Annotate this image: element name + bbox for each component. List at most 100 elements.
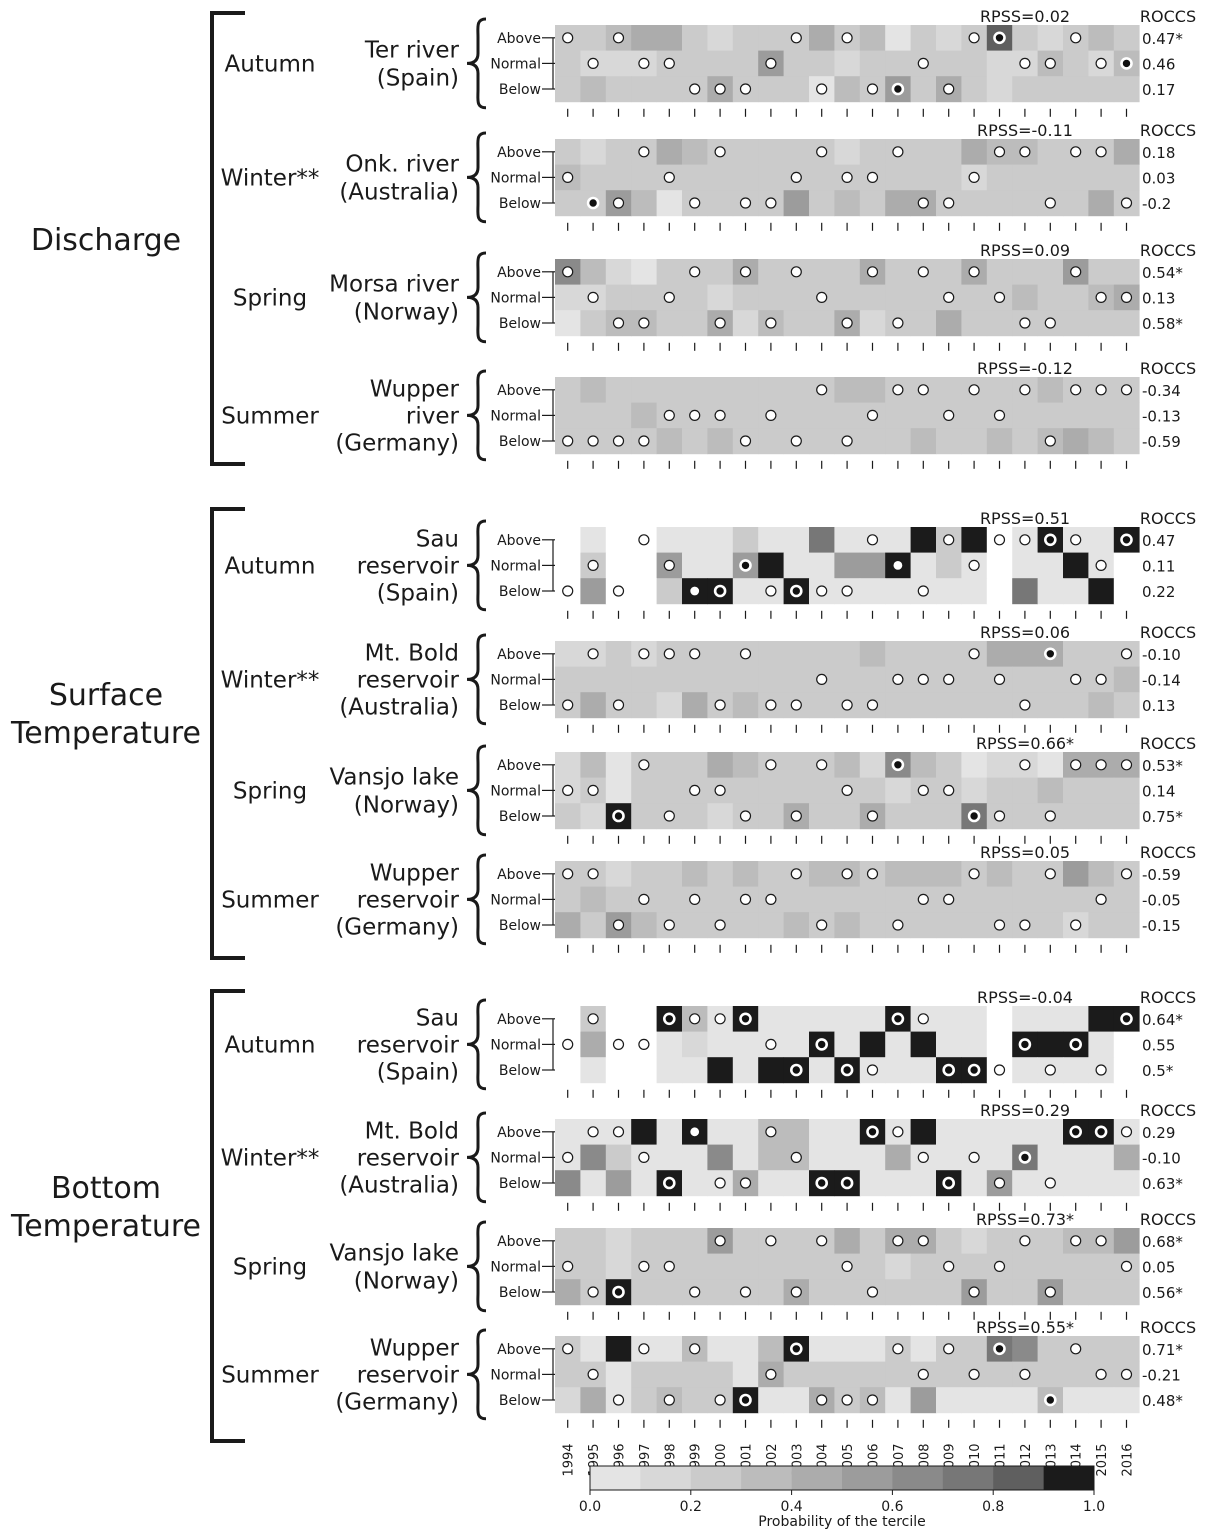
heatmap-cell <box>682 666 708 693</box>
heatmap-cell <box>961 284 988 311</box>
colorbar: 0.0 0.2 0.4 0.6 0.8 1.0 Probability of the ter… <box>579 1465 1105 1530</box>
observed-tercile-marker <box>1070 1235 1082 1247</box>
site-label: Wupper <box>370 1335 460 1361</box>
observed-tercile-marker <box>866 266 879 278</box>
observed-tercile-marker <box>689 1013 701 1025</box>
heatmap-cell <box>1037 1144 1064 1171</box>
heatmap-cell <box>783 1387 810 1414</box>
panel-brace <box>466 1328 487 1421</box>
heatmap-cell <box>1012 1006 1038 1032</box>
heatmap-cell <box>1088 578 1115 605</box>
colorbar-tick-label: 0.6 <box>881 1499 903 1515</box>
observed-tercile-marker <box>1095 1064 1107 1076</box>
heatmap-cell <box>783 1031 810 1058</box>
observed-tercile-marker <box>892 1235 904 1247</box>
observed-tercile-marker <box>1070 919 1082 931</box>
heatmap-cell <box>555 1228 581 1254</box>
site-label: Ter river <box>364 37 460 63</box>
observed-tercile-marker <box>714 699 726 711</box>
heatmap-cell <box>580 527 607 553</box>
heatmap-cell <box>631 76 657 103</box>
season-label: Spring <box>233 285 307 311</box>
heatmap-cell <box>631 1279 657 1306</box>
heatmap-cell <box>580 1057 607 1084</box>
observed-tercile-marker <box>841 1394 853 1406</box>
observed-tercile-marker <box>1069 1038 1082 1051</box>
panel: Spring Vansjo lake(Norway) Above Normal Belo… <box>233 1210 1196 1320</box>
observed-tercile-marker <box>841 435 853 447</box>
heatmap-cell <box>682 310 708 337</box>
observed-tercile-marker <box>739 197 752 209</box>
panel: Spring Vansjo lake(Norway) Above Normal Belo… <box>233 734 1196 844</box>
heatmap-cell <box>1113 1387 1140 1414</box>
heatmap-cell <box>961 1387 988 1414</box>
tercile-label: Normal <box>490 1037 541 1053</box>
observed-tercile-marker <box>612 197 625 209</box>
heatmap-cell <box>682 1228 708 1254</box>
heatmap-cell <box>859 428 886 455</box>
heatmap-cell <box>682 284 708 311</box>
season-label: Autumn <box>225 51 316 77</box>
heatmap-cell <box>910 1279 937 1306</box>
heatmap-cell <box>910 284 937 311</box>
observed-tercile-marker <box>1018 1151 1032 1164</box>
heatmap-cell <box>1088 1279 1115 1306</box>
heatmap-cell <box>1012 164 1038 191</box>
heatmap-cell <box>834 527 861 553</box>
heatmap-cell <box>783 1119 810 1145</box>
heatmap-cell <box>885 1361 911 1388</box>
heatmap-cell <box>1037 284 1064 311</box>
heatmap-cell <box>809 641 835 667</box>
heatmap-cell <box>936 1361 962 1388</box>
heatmap-cell <box>707 1361 734 1388</box>
observed-tercile-marker <box>739 266 752 278</box>
colorbar-frame <box>589 1465 1095 1491</box>
heatmap-cell <box>656 1228 683 1254</box>
heatmap-cell <box>986 1279 1013 1306</box>
rpss-label: RPSS=0.29 <box>980 1101 1070 1120</box>
heatmap-cell <box>783 76 810 103</box>
heatmap-cell <box>758 803 784 830</box>
heatmap-cell <box>809 1279 835 1306</box>
roccs-value: -0.13 <box>1142 407 1181 425</box>
heatmap-cell <box>605 259 632 285</box>
heatmap-cell <box>1037 1336 1064 1362</box>
roccs-header: ROCCS <box>1140 623 1196 642</box>
heatmap-cell <box>936 259 962 285</box>
heatmap-cell <box>1037 692 1064 719</box>
heatmap-cell <box>809 50 835 77</box>
heatmap-cell <box>936 1144 962 1171</box>
observed-tercile-marker <box>587 559 599 572</box>
heatmap-cell <box>1012 666 1038 693</box>
heatmap-cell <box>961 1006 988 1032</box>
tercile-label: Above <box>497 1234 541 1250</box>
heatmap-cell <box>707 886 734 913</box>
observed-tercile-marker <box>993 810 1006 822</box>
heatmap-cell <box>1113 1031 1140 1058</box>
heatmap-cell <box>605 139 632 165</box>
heatmap-cell <box>834 641 861 667</box>
season-label: Autumn <box>225 553 316 579</box>
heatmap-cell <box>1012 641 1038 667</box>
observed-tercile-marker <box>841 317 853 329</box>
heatmap-cell <box>682 377 708 403</box>
observed-tercile-marker <box>765 1235 777 1247</box>
heatmap-cell <box>859 578 886 605</box>
heatmap-cell <box>580 886 607 913</box>
heatmap-cell <box>1063 552 1089 579</box>
roccs-value: 0.63* <box>1142 1175 1183 1193</box>
heatmap-cell <box>936 1031 962 1058</box>
heatmap-cell <box>580 1170 607 1197</box>
heatmap-cell <box>1063 641 1089 667</box>
heatmap-cell <box>1088 527 1115 553</box>
heatmap-cell <box>580 139 607 165</box>
heatmap-cell <box>834 50 861 77</box>
observed-tercile-marker <box>816 1235 828 1247</box>
site-label: Onk. river <box>345 151 459 177</box>
heatmap-cell <box>555 76 581 103</box>
heatmap-cell <box>555 1361 581 1388</box>
season-label: Summer <box>221 403 319 429</box>
heatmap-cell <box>885 1387 911 1414</box>
heatmap-cell <box>656 139 683 165</box>
